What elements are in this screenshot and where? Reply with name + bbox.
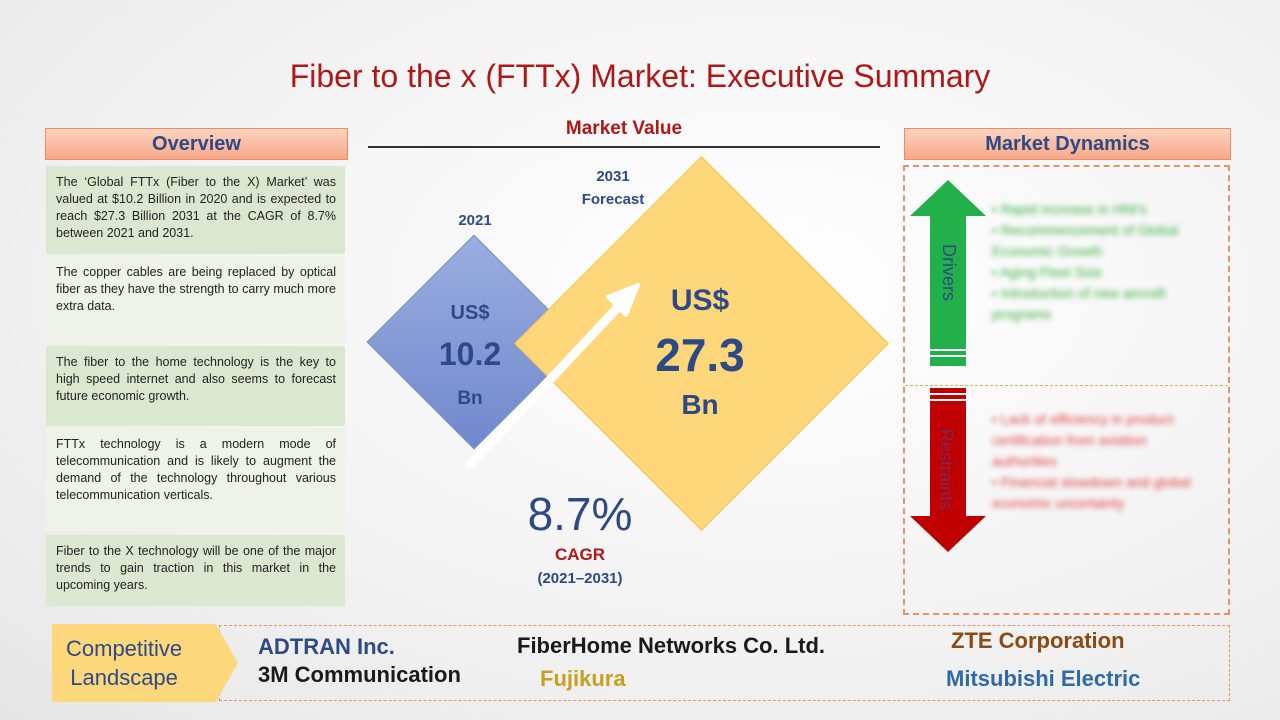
restraints-label: Restraints bbox=[936, 429, 956, 511]
cagr-period: (2021–2031) bbox=[537, 570, 623, 587]
page-title: Fiber to the x (FTTx) Market: Executive … bbox=[289, 58, 991, 94]
competitive-label-line2: Landscape bbox=[70, 665, 178, 690]
company-mitsubishi: Mitsubishi Electric bbox=[946, 666, 1141, 691]
market-value-title: Market Value bbox=[565, 118, 683, 139]
drivers-arrow-icon bbox=[910, 180, 986, 366]
restraint-item: Financial slowdown and global economic u… bbox=[992, 472, 1212, 514]
value-2031-unit: Bn bbox=[681, 389, 719, 420]
value-2021-unit: Bn bbox=[457, 388, 483, 409]
restraints-arrow-icon bbox=[910, 388, 986, 552]
competitive-label-line1: Competitive bbox=[66, 636, 183, 661]
overview-item: The fiber to the home technology is the … bbox=[46, 346, 345, 426]
overview-item: The ‘Global FTTx (Fiber to the X) Market… bbox=[46, 166, 345, 254]
dynamics-divider bbox=[905, 385, 1228, 386]
company-fujikura: Fujikura bbox=[540, 666, 626, 691]
cagr-label: CAGR bbox=[554, 545, 606, 564]
value-2031-currency: US$ bbox=[670, 284, 730, 317]
year-2021-label: 2021 bbox=[458, 212, 492, 229]
driver-item: Introduction of new aircraft programs bbox=[992, 283, 1212, 325]
overview-header: Overview bbox=[45, 128, 348, 160]
value-2031-amount: 27.3 bbox=[655, 329, 745, 381]
year-2031-label: 2031 bbox=[596, 168, 630, 185]
cagr-value: 8.7% bbox=[527, 488, 633, 540]
drivers-label: Drivers bbox=[939, 243, 959, 301]
restraints-list: Lack of efficiency in product certificat… bbox=[992, 409, 1212, 514]
value-2021-amount: 10.2 bbox=[438, 336, 502, 372]
restraint-item: Lack of efficiency in product certificat… bbox=[992, 409, 1212, 472]
company-zte: ZTE Corporation bbox=[951, 628, 1125, 653]
driver-item: Recommencement of Global Economic Growth bbox=[992, 220, 1212, 262]
company-3m: 3M Communication bbox=[258, 662, 461, 687]
drivers-list: Rapid increase in HNI's Recommencement o… bbox=[992, 199, 1212, 325]
driver-item: Rapid increase in HNI's bbox=[992, 199, 1212, 220]
overview-item: The copper cables are being replaced by … bbox=[46, 256, 345, 344]
driver-item: Aging Fleet Size bbox=[992, 262, 1212, 283]
competitive-landscape-label: Competitive Landscape bbox=[52, 624, 238, 702]
market-dynamics-panel bbox=[903, 165, 1230, 615]
company-fiberhome: FiberHome Networks Co. Ltd. bbox=[517, 633, 826, 658]
company-adtran: ADTRAN Inc. bbox=[258, 634, 395, 659]
overview-item: Fiber to the X technology will be one of… bbox=[46, 535, 345, 606]
market-dynamics-header: Market Dynamics bbox=[904, 128, 1231, 160]
market-value-divider bbox=[368, 146, 880, 148]
value-2021-currency: US$ bbox=[450, 302, 490, 324]
overview-item: FTTx technology is a modern mode of tele… bbox=[46, 428, 345, 532]
forecast-label: Forecast bbox=[581, 191, 645, 208]
growth-arrow-icon bbox=[465, 283, 640, 470]
